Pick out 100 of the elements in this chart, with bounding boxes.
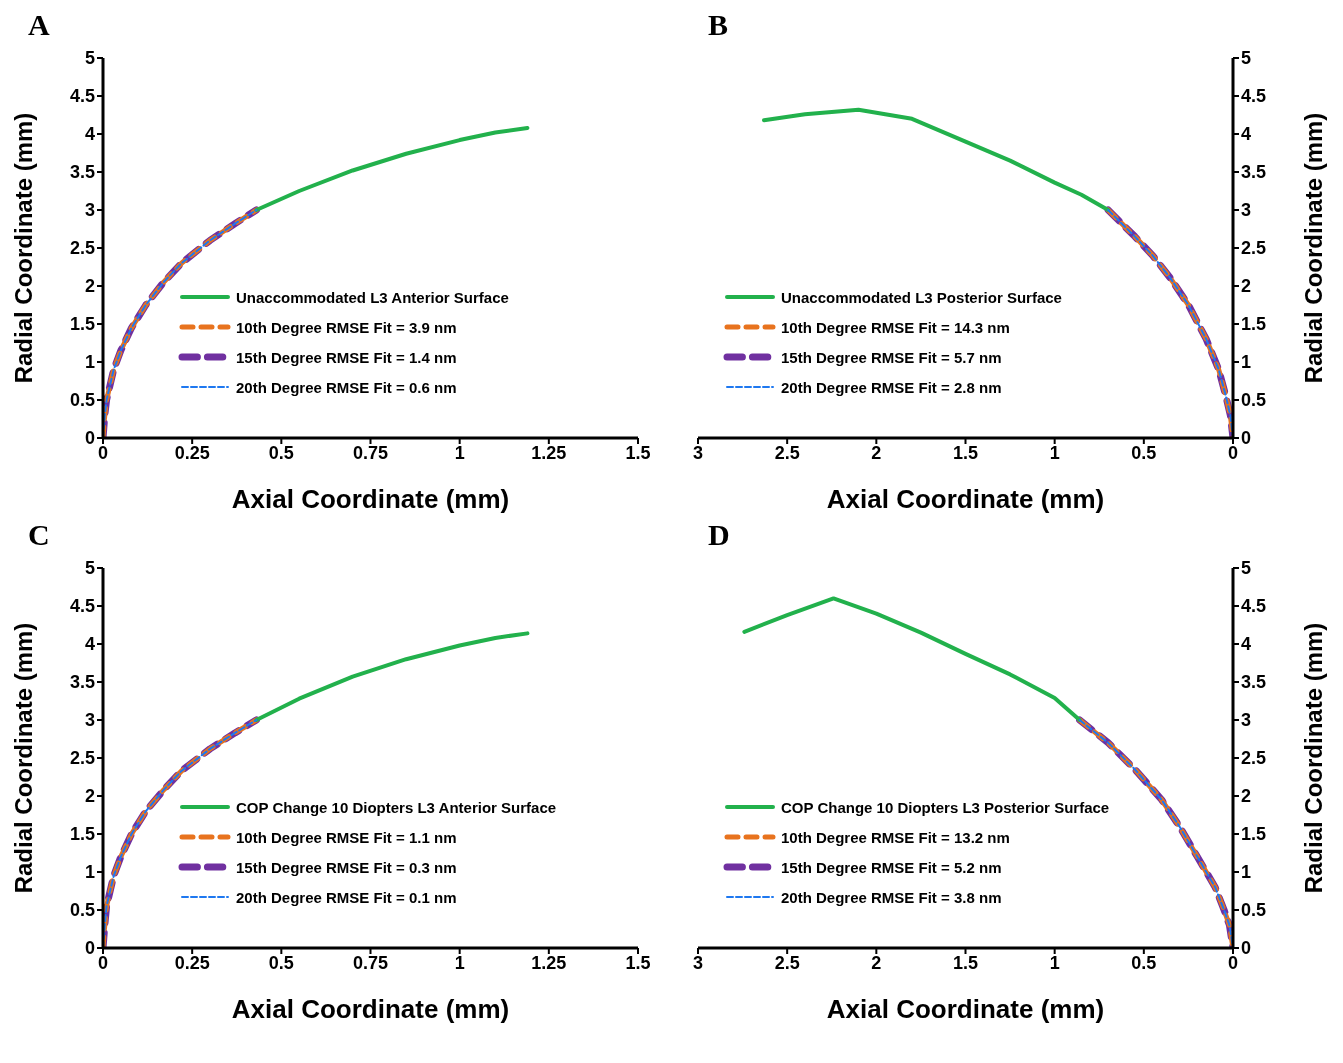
x-axis-title: Axial Coordinate (mm) <box>826 484 1105 514</box>
y-tick-label: 4 <box>84 124 95 145</box>
x-tick-label: 3 <box>692 952 704 973</box>
x-tick-label: 1.5 <box>952 442 979 463</box>
legend-label: COP Change 10 Diopters L3 Anterior Surface <box>236 798 557 816</box>
line-series <box>254 125 530 212</box>
y-tick-label: 5 <box>84 558 95 579</box>
x-tick-label: 3 <box>692 442 704 463</box>
line-series <box>761 107 1111 212</box>
legend-label: 10th Degree RMSE Fit = 3.9 nm <box>236 318 457 336</box>
x-tick-label: 0.5 <box>1131 442 1157 463</box>
legend-label: Unaccommodated L3 Anterior Surface <box>236 288 509 306</box>
x-tick-label: 0.5 <box>1131 952 1157 973</box>
y2-tick-label: 1 <box>1241 352 1252 373</box>
y2-tick-label: 0 <box>1241 938 1252 959</box>
legend-label: 10th Degree RMSE Fit = 13.2 nm <box>781 828 1010 846</box>
x-tick-label: 1 <box>1049 952 1060 973</box>
legend-label: 20th Degree RMSE Fit = 2.8 nm <box>781 378 1002 396</box>
x-tick-label: 0.5 <box>268 952 294 973</box>
chart-title: B <box>707 8 729 43</box>
legend-label: 20th Degree RMSE Fit = 0.6 nm <box>236 378 457 396</box>
y-tick-label: 4.5 <box>69 596 95 617</box>
y-tick-label: 3 <box>84 200 95 221</box>
y-tick-label: 3 <box>84 710 95 731</box>
y2-tick-label: 0.5 <box>1241 390 1267 411</box>
x-axis-title: Axial Coordinate (mm) <box>826 994 1105 1024</box>
line-series <box>254 631 530 722</box>
line-series <box>742 596 1082 722</box>
x-axis-title: Axial Coordinate (mm) <box>231 484 510 514</box>
y2-tick-label: 3.5 <box>1241 162 1267 183</box>
x-tick-label: 0 <box>97 442 109 463</box>
legend-label: 20th Degree RMSE Fit = 0.1 nm <box>236 888 457 906</box>
y-tick-label: 1.5 <box>69 314 95 335</box>
y-tick-label: 0.5 <box>69 390 95 411</box>
y-tick-label: 2.5 <box>69 238 95 259</box>
y2-tick-label: 3.5 <box>1241 672 1267 693</box>
legend-label: 15th Degree RMSE Fit = 1.4 nm <box>236 348 457 366</box>
x-tick-label: 0 <box>1227 952 1239 973</box>
y2-axis-title: Radial Coordinate (mm) <box>1299 622 1327 894</box>
legend-label: COP Change 10 Diopters L3 Posterior Surface <box>781 798 1110 816</box>
y-tick-label: 1.5 <box>69 824 95 845</box>
legend-label: 10th Degree RMSE Fit = 14.3 nm <box>781 318 1010 336</box>
y-tick-label: 4.5 <box>69 86 95 107</box>
chart-title: A <box>27 8 51 43</box>
x-tick-label: 0 <box>1227 442 1239 463</box>
y2-tick-label: 2.5 <box>1241 748 1267 769</box>
legend-label: 20th Degree RMSE Fit = 3.8 nm <box>781 888 1002 906</box>
y2-tick-label: 4 <box>1241 124 1252 145</box>
y2-tick-label: 1.5 <box>1241 314 1267 335</box>
y2-tick-label: 4 <box>1241 634 1252 655</box>
y2-tick-label: 4.5 <box>1241 596 1267 617</box>
x-tick-label: 2.5 <box>774 442 800 463</box>
x-tick-label: 1 <box>454 952 465 973</box>
x-tick-label: 1.5 <box>625 442 651 463</box>
x-tick-label: 2 <box>871 442 882 463</box>
x-tick-label: 0.25 <box>174 442 210 463</box>
y-tick-label: 0 <box>84 938 95 959</box>
x-tick-label: 2.5 <box>774 952 800 973</box>
y-axis-title: Radial Coordinate (mm) <box>9 622 37 894</box>
x-axis-title: Axial Coordinate (mm) <box>231 994 510 1024</box>
x-tick-label: 1 <box>454 442 465 463</box>
y-tick-label: 3.5 <box>69 162 95 183</box>
y-tick-label: 4 <box>84 634 95 655</box>
y2-tick-label: 4.5 <box>1241 86 1267 107</box>
legend-label: 15th Degree RMSE Fit = 0.3 nm <box>236 858 457 876</box>
legend-label: 15th Degree RMSE Fit = 5.7 nm <box>781 348 1002 366</box>
legend-label: 10th Degree RMSE Fit = 1.1 nm <box>236 828 457 846</box>
x-tick-label: 1.5 <box>952 952 979 973</box>
x-tick-label: 1.5 <box>625 952 651 973</box>
y-tick-label: 3.5 <box>69 672 95 693</box>
y-tick-label: 2 <box>84 786 95 807</box>
y-axis-title: Radial Coordinate (mm) <box>9 112 37 384</box>
x-tick-label: 0.75 <box>352 442 389 463</box>
x-tick-label: 2 <box>871 952 882 973</box>
y-tick-label: 0.5 <box>69 900 95 921</box>
x-tick-label: 0 <box>97 952 109 973</box>
y-tick-label: 1 <box>84 352 95 373</box>
chart-title: D <box>707 518 731 553</box>
x-tick-label: 0.75 <box>352 952 389 973</box>
x-tick-label: 0.5 <box>268 442 294 463</box>
y2-tick-label: 1.5 <box>1241 824 1267 845</box>
y2-tick-label: 2 <box>1241 786 1252 807</box>
y-tick-label: 1 <box>84 862 95 883</box>
x-tick-label: 0.25 <box>174 952 210 973</box>
y-tick-label: 0 <box>84 428 95 449</box>
legend-label: Unaccommodated L3 Posterior Surface <box>781 288 1062 306</box>
chart-title: C <box>27 518 51 553</box>
x-tick-label: 1.25 <box>531 952 567 973</box>
y2-tick-label: 0.5 <box>1241 900 1267 921</box>
y2-tick-label: 3 <box>1241 200 1252 221</box>
y2-tick-label: 3 <box>1241 710 1252 731</box>
y2-tick-label: 5 <box>1241 48 1252 69</box>
y2-axis-title: Radial Coordinate (mm) <box>1299 112 1327 384</box>
y-tick-label: 2.5 <box>69 748 95 769</box>
y2-tick-label: 1 <box>1241 862 1252 883</box>
y-tick-label: 2 <box>84 276 95 297</box>
y2-tick-label: 2 <box>1241 276 1252 297</box>
x-tick-label: 1.25 <box>531 442 567 463</box>
x-tick-label: 1 <box>1049 442 1060 463</box>
y2-tick-label: 0 <box>1241 428 1252 449</box>
